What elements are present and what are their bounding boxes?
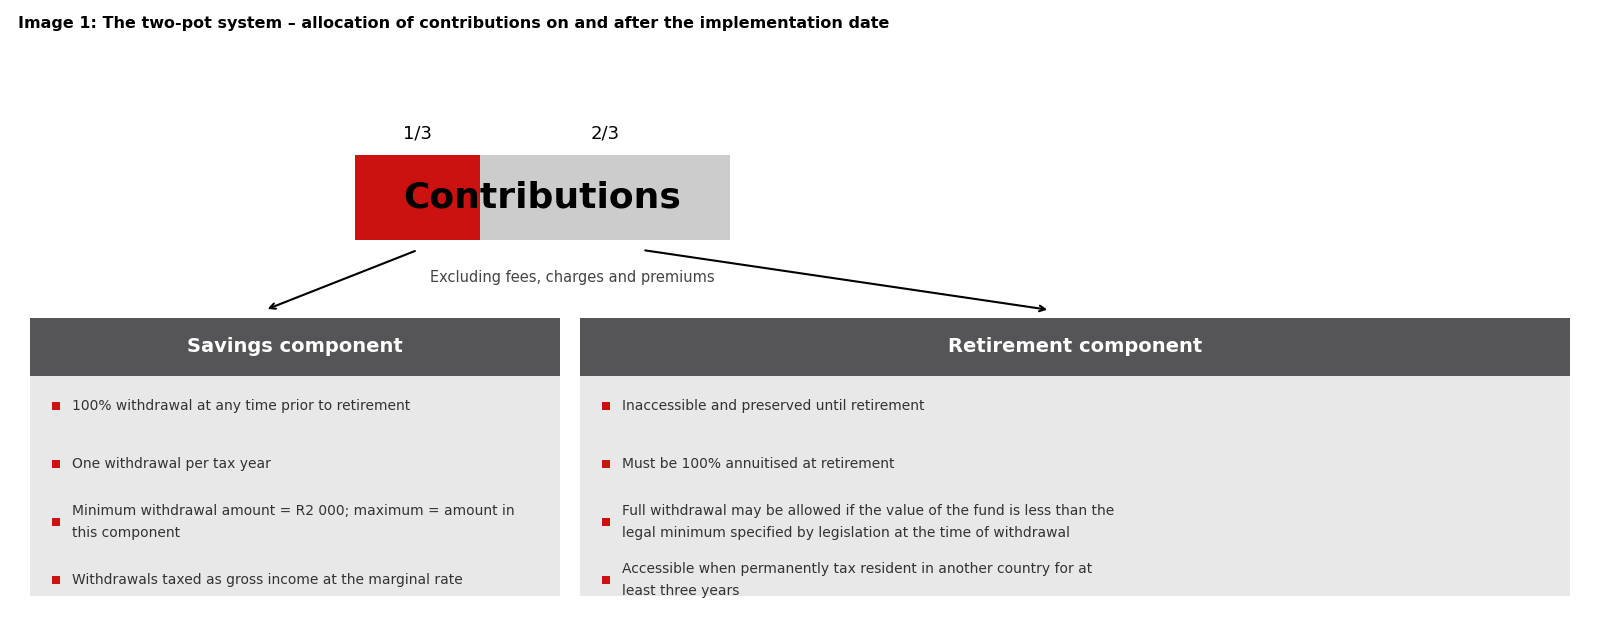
Text: Must be 100% annuitised at retirement: Must be 100% annuitised at retirement: [622, 457, 894, 471]
Text: Inaccessible and preserved until retirement: Inaccessible and preserved until retirem…: [622, 399, 925, 413]
Text: Retirement component: Retirement component: [947, 338, 1202, 357]
Text: Excluding fees, charges and premiums: Excluding fees, charges and premiums: [430, 270, 715, 285]
Text: Contributions: Contributions: [403, 180, 682, 215]
Bar: [602, 460, 610, 468]
Text: 1/3: 1/3: [403, 125, 432, 143]
Text: Withdrawals taxed as gross income at the marginal rate: Withdrawals taxed as gross income at the…: [72, 573, 462, 587]
Bar: [30, 318, 560, 376]
Bar: [51, 460, 61, 468]
Bar: [51, 518, 61, 526]
Bar: [602, 576, 610, 584]
Text: One withdrawal per tax year: One withdrawal per tax year: [72, 457, 270, 471]
Text: Full withdrawal may be allowed if the value of the fund is less than the
legal m: Full withdrawal may be allowed if the va…: [622, 504, 1114, 540]
Bar: [579, 318, 1570, 376]
Bar: [30, 318, 560, 596]
Text: Minimum withdrawal amount = R2 000; maximum = amount in
this component: Minimum withdrawal amount = R2 000; maxi…: [72, 504, 515, 540]
Bar: [355, 155, 480, 240]
Text: Savings component: Savings component: [187, 338, 403, 357]
Bar: [602, 518, 610, 526]
Text: 2/3: 2/3: [590, 125, 619, 143]
Bar: [579, 318, 1570, 596]
Bar: [51, 402, 61, 410]
Bar: [602, 402, 610, 410]
Bar: [480, 155, 730, 240]
Text: Accessible when permanently tax resident in another country for at
least three y: Accessible when permanently tax resident…: [622, 562, 1093, 598]
Bar: [51, 576, 61, 584]
Text: Image 1: The two-pot system – allocation of contributions on and after the imple: Image 1: The two-pot system – allocation…: [18, 16, 890, 31]
Text: 100% withdrawal at any time prior to retirement: 100% withdrawal at any time prior to ret…: [72, 399, 410, 413]
